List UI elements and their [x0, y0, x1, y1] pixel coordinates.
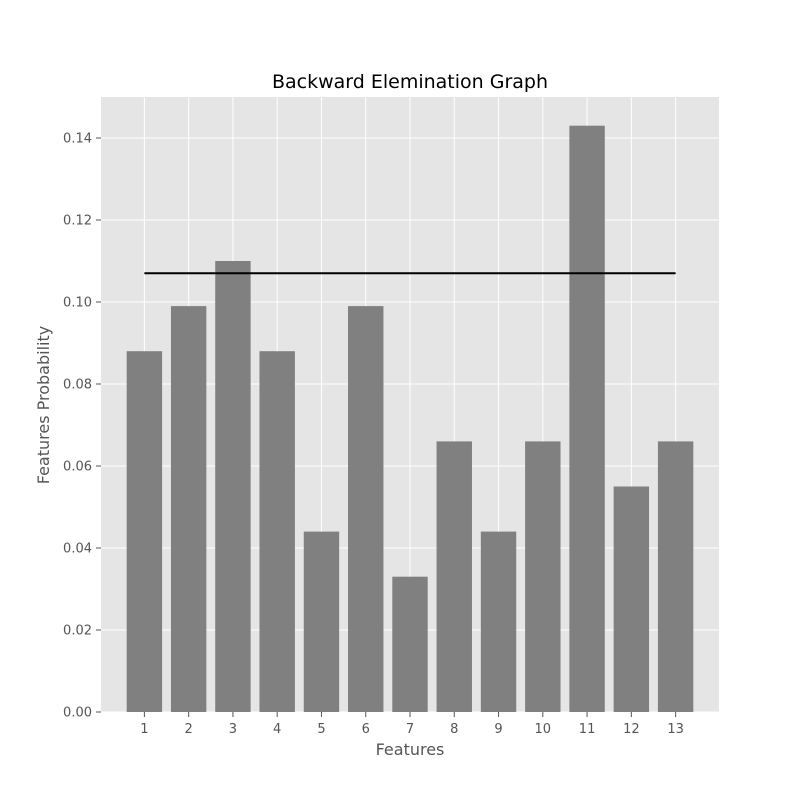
- bar-feature-9: [480, 531, 517, 712]
- x-tick-label: 13: [667, 722, 684, 737]
- x-tick-label: 11: [579, 722, 596, 737]
- bar-feature-5: [303, 531, 340, 712]
- x-tick-label: 10: [535, 722, 552, 737]
- bar-feature-8: [436, 441, 472, 712]
- y-tick-label: 0.06: [63, 460, 92, 475]
- bar-feature-1: [126, 351, 163, 712]
- bar-feature-2: [170, 306, 207, 712]
- x-tick-label: 4: [273, 722, 281, 737]
- x-tick-label: 7: [406, 722, 414, 737]
- x-axis-label: Features: [376, 740, 445, 759]
- bar-feature-12: [613, 486, 650, 712]
- x-tick-label: 1: [140, 722, 148, 737]
- x-tick-label: 5: [317, 722, 325, 737]
- y-tick-label: 0.02: [63, 624, 92, 639]
- y-tick-label: 0.14: [63, 132, 92, 147]
- x-tick-label: 6: [362, 722, 370, 737]
- y-tick-label: 0.08: [63, 378, 92, 393]
- bar-feature-11: [569, 125, 605, 712]
- y-tick-label: 0.12: [63, 214, 92, 229]
- y-axis-label: Features Probability: [34, 326, 53, 484]
- bar-feature-7: [392, 576, 428, 712]
- bar-feature-4: [259, 351, 295, 712]
- x-tick-label: 9: [494, 722, 502, 737]
- x-tick-label: 8: [450, 722, 458, 737]
- x-tick-label: 12: [623, 722, 640, 737]
- y-tick-label: 0.00: [63, 706, 92, 721]
- x-tick-label: 3: [229, 722, 237, 737]
- x-tick-label: 2: [185, 722, 193, 737]
- y-tick-label: 0.04: [63, 542, 92, 557]
- bar-feature-10: [525, 441, 561, 712]
- x-axis-ticks: 1 2 3 4 5 6 7 8 9 10 11 12 13: [140, 712, 684, 737]
- bars: [126, 125, 694, 712]
- bar-feature-3: [215, 261, 251, 712]
- bar-feature-6: [348, 306, 384, 712]
- y-axis-ticks: 0.00 0.02 0.04 0.06 0.08 0.10 0.12 0.14: [63, 132, 101, 721]
- bar-feature-13: [657, 441, 694, 712]
- y-tick-label: 0.10: [63, 296, 92, 311]
- chart-title: Backward Elemination Graph: [272, 71, 548, 93]
